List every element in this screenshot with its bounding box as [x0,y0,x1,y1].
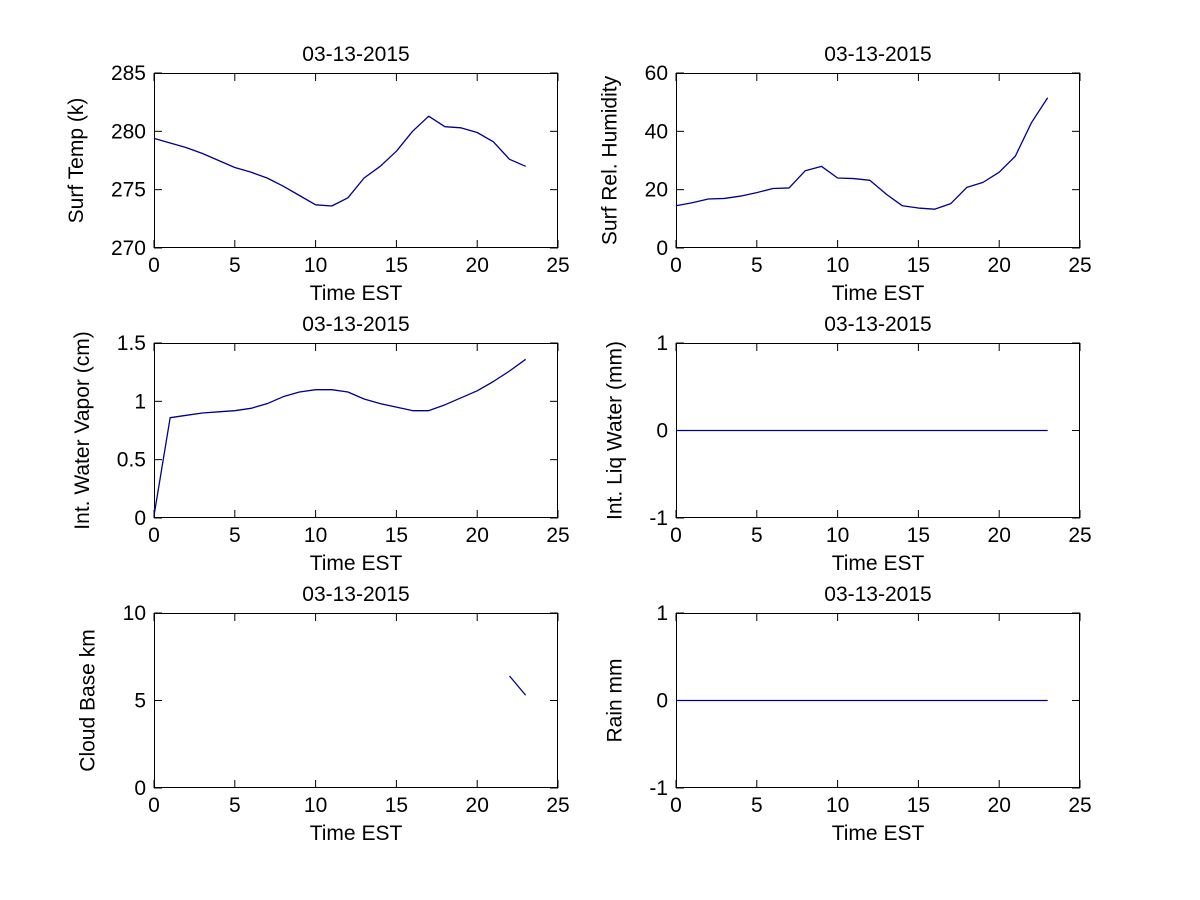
y-tick-label: 0 [134,777,146,800]
subplot-surf-rel-humidity: 03-13-2015 Time EST Surf Rel. Humidity 0 5 10… [599,43,1092,305]
y-tick-label: 1 [134,390,146,413]
x-tick-label: 25 [1068,524,1091,547]
x-tick-label: 20 [466,254,489,277]
x-tick-label: 5 [229,254,241,277]
x-tick-label: 25 [1068,794,1091,817]
subplot-title: 03-13-2015 [824,43,931,66]
x-tick-label: 0 [670,524,682,547]
y-axis-label: Surf Rel. Humidity [599,75,622,245]
x-tick-label: 10 [826,254,849,277]
x-tick-label: 25 [1068,254,1091,277]
y-tick-label: 40 [645,120,668,143]
subplot-title: 03-13-2015 [302,43,409,66]
x-tick-label: 0 [670,254,682,277]
x-tick-label: 5 [751,794,763,817]
y-tick-label: -1 [649,507,668,530]
y-axis-label: Int. Liq Water (mm) [603,341,626,520]
y-tick-label: 0 [656,420,668,443]
x-tick-label: 25 [546,524,569,547]
y-tick-label: 0 [656,690,668,713]
x-tick-label: 15 [385,254,408,277]
subplot-int-water-vapor: 03-13-2015 Time EST Int. Water Vapor (cm) 0… [71,313,570,575]
subplot-title: 03-13-2015 [824,583,931,606]
x-tick-label: 5 [751,524,763,547]
subplot-int-liq-water: 03-13-2015 Time EST Int. Liq Water (mm) 0 5 1… [603,313,1091,575]
data-line-cloud-base [509,675,527,696]
y-tick-label: 280 [111,120,146,143]
x-axis-label: Time EST [310,822,403,845]
data-line-surf-rel-humidity [675,97,1049,210]
subplot-surf-temp: 03-13-2015 Time EST Surf Temp (k) 0 5 10 15 20 2… [65,43,570,305]
data-line-int-water-vapor [153,358,527,516]
y-tick-label: 60 [645,62,668,85]
x-tick-label: 10 [304,794,327,817]
x-tick-label: 10 [304,524,327,547]
y-tick-label: 1.5 [117,332,146,355]
subplot-cloud-base: 03-13-2015 Time EST Cloud Base km 0 5 10 15 20 2… [77,583,570,845]
x-tick-label: 5 [229,524,241,547]
plot-box [154,343,558,518]
y-tick-label: 1 [656,602,668,625]
y-tick-label: 285 [111,62,146,85]
x-tick-label: 20 [988,524,1011,547]
plot-box [154,613,558,788]
y-tick-label: 20 [645,179,668,202]
x-tick-label: 25 [546,254,569,277]
x-tick-label: 0 [148,524,160,547]
x-axis-label: Time EST [832,552,925,575]
y-tick-label: 5 [134,690,146,713]
x-axis-label: Time EST [832,282,925,305]
y-tick-label: 10 [123,602,146,625]
y-axis-label: Surf Temp (k) [65,98,88,224]
x-tick-label: 10 [826,794,849,817]
x-tick-label: 20 [466,794,489,817]
x-tick-label: 15 [385,524,408,547]
x-tick-label: 20 [466,524,489,547]
y-tick-label: 0 [656,237,668,260]
x-tick-label: 5 [751,254,763,277]
subplot-title: 03-13-2015 [302,583,409,606]
y-axis-label: Int. Water Vapor (cm) [71,331,94,529]
x-tick-label: 15 [385,794,408,817]
x-tick-label: 10 [826,524,849,547]
x-tick-label: 20 [988,254,1011,277]
y-axis-label: Cloud Base km [77,629,100,771]
y-tick-label: -1 [649,777,668,800]
x-axis-label: Time EST [832,822,925,845]
data-line-surf-temp [153,115,526,207]
x-tick-label: 20 [988,794,1011,817]
y-tick-label: 0 [134,507,146,530]
plot-box [676,73,1080,248]
x-tick-label: 15 [907,794,930,817]
x-tick-label: 10 [304,254,327,277]
subplot-title: 03-13-2015 [824,313,931,336]
x-tick-label: 0 [670,794,682,817]
x-tick-label: 5 [229,794,241,817]
x-tick-label: 0 [148,794,160,817]
x-tick-label: 0 [148,254,160,277]
x-axis-label: Time EST [310,282,403,305]
subplot-title: 03-13-2015 [302,313,409,336]
y-tick-label: 275 [111,179,146,202]
y-tick-label: 1 [656,332,668,355]
plot-box [154,73,558,248]
x-axis-label: Time EST [310,552,403,575]
x-tick-label: 15 [907,524,930,547]
y-tick-label: 0.5 [117,449,146,472]
y-tick-label: 270 [111,237,146,260]
x-tick-label: 15 [907,254,930,277]
x-tick-label: 25 [546,794,569,817]
y-axis-label: Rain mm [603,658,626,742]
